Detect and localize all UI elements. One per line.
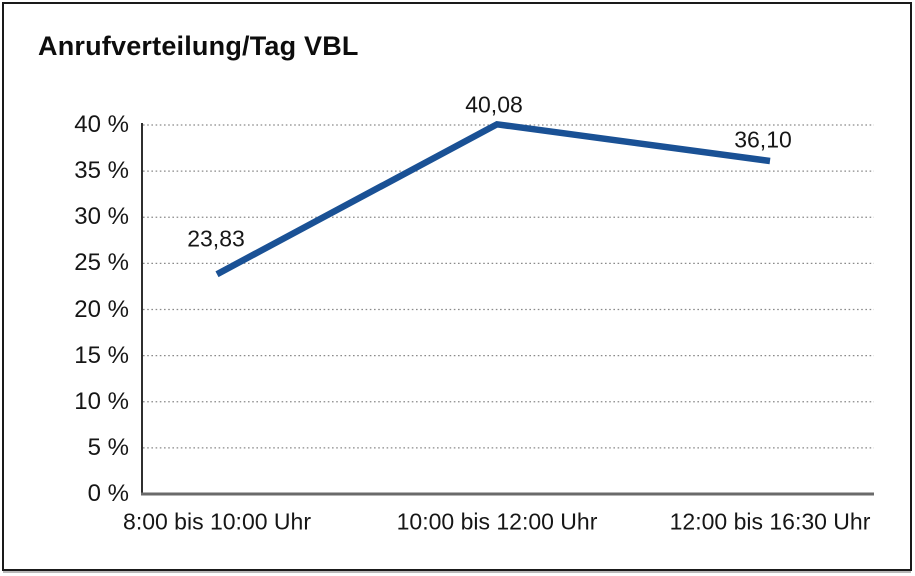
y-tick-label: 0 % bbox=[87, 480, 129, 507]
chart-title: Anrufverteilung/Tag VBL bbox=[38, 31, 359, 61]
x-category-label: 10:00 bis 12:00 Uhr bbox=[396, 508, 598, 535]
y-tick-label: 35 % bbox=[74, 157, 129, 185]
x-category-label: 8:00 bis 10:00 Uhr bbox=[123, 508, 311, 535]
data-point-label: 40,08 bbox=[465, 91, 523, 118]
data-point-label: 36,10 bbox=[734, 126, 792, 153]
y-tick-label: 30 % bbox=[74, 203, 129, 231]
y-tick-label: 10 % bbox=[74, 387, 129, 415]
series-line bbox=[215, 120, 771, 278]
y-tick-label: 40 % bbox=[74, 111, 129, 138]
data-point-label: 23,83 bbox=[187, 225, 245, 252]
y-tick-label: 25 % bbox=[74, 249, 129, 277]
y-tick-label: 5 % bbox=[87, 433, 129, 461]
y-tick-label: 15 % bbox=[74, 341, 129, 369]
x-category-label: 12:00 bis 16:30 Uhr bbox=[669, 508, 871, 535]
y-tick-label: 20 % bbox=[74, 295, 129, 323]
